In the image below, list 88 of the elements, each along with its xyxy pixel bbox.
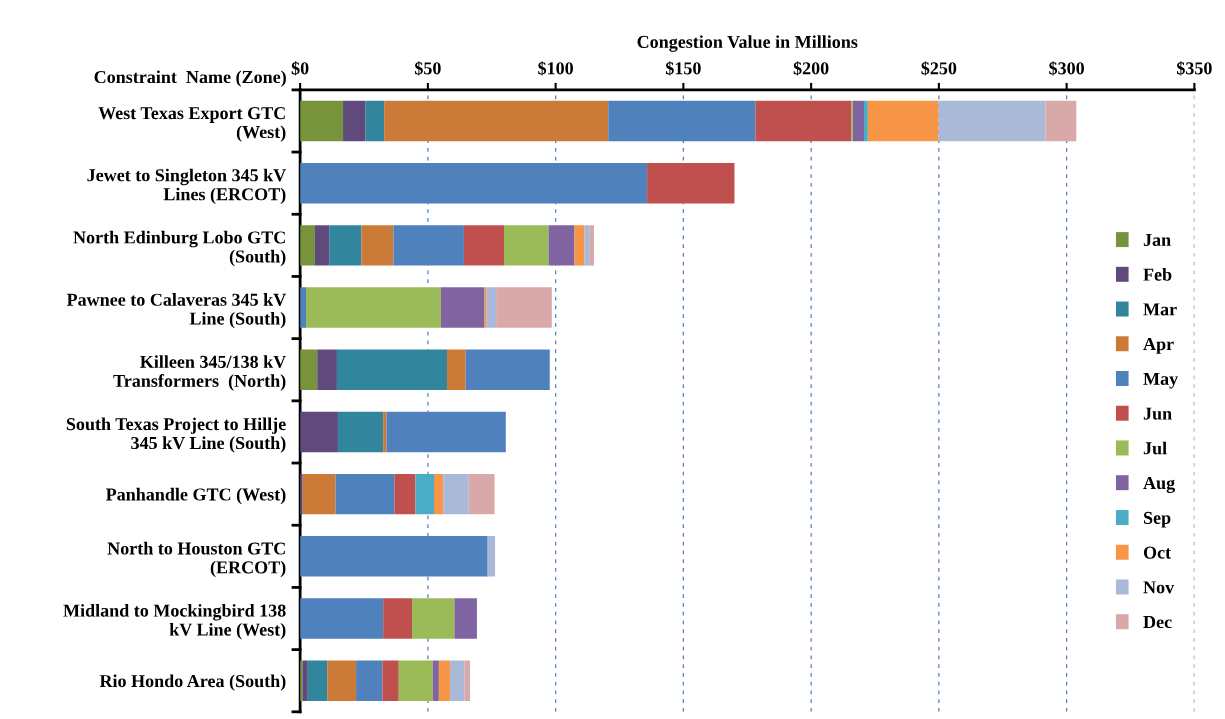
bar	[447, 349, 466, 390]
y-tick-label: Midland to Mockingbird 138 kV Line (West)	[63, 604, 286, 640]
bar	[867, 100, 939, 142]
legend-label: Mar	[1143, 303, 1177, 316]
bar	[329, 225, 362, 266]
x-tick-label: $300	[1049, 61, 1084, 76]
bar	[300, 100, 344, 142]
y-tick-label: North to Houston GTC (ERCOT)	[107, 541, 286, 578]
bar	[496, 287, 552, 328]
bar	[853, 100, 865, 142]
x-tick-label: $250	[921, 61, 957, 76]
legend-label: Oct	[1143, 546, 1172, 559]
bar	[383, 598, 413, 639]
bar	[432, 660, 439, 701]
bar	[398, 660, 433, 701]
y-tick-label: Pawnee to Calaveras 345 kV Line (South)	[66, 293, 287, 329]
bar	[484, 287, 487, 328]
legend-label: Dec	[1143, 616, 1172, 629]
x-axis-title: Congestion Value in Millions	[637, 35, 858, 52]
bar	[306, 287, 441, 328]
bar	[336, 349, 448, 390]
x-tick-label: $0	[291, 61, 309, 76]
legend-label: May	[1143, 372, 1178, 389]
x-tick-label: $350	[1176, 61, 1212, 76]
bar	[463, 225, 505, 266]
y-tick-label: Panhandle GTC (West)	[105, 487, 286, 505]
bar	[1045, 100, 1077, 142]
bar	[317, 349, 337, 390]
bar	[314, 225, 330, 266]
bar	[443, 473, 469, 515]
bar	[300, 349, 318, 390]
x-tick-label: $200	[793, 61, 829, 76]
bar	[465, 349, 550, 390]
bar	[343, 100, 366, 142]
y-tick-label: West Texas Export GTC (West)	[98, 107, 286, 142]
bar	[589, 225, 594, 266]
bar	[394, 473, 416, 515]
y-tick-label: Rio Hondo Area (South)	[99, 674, 286, 691]
x-tick-label: $50	[414, 61, 441, 76]
y-tick-label: Jewet to Singleton 345 kV Lines (ERCOT)	[87, 168, 287, 205]
y-tick-label: South Texas Project to Hillje 345 kV Line (South)	[66, 417, 286, 453]
bar	[300, 225, 315, 266]
bar	[337, 411, 384, 453]
bar	[864, 100, 868, 142]
bar	[302, 473, 336, 515]
legend-label: Feb	[1143, 268, 1172, 281]
bar	[464, 660, 471, 701]
bar	[454, 598, 477, 639]
bar	[434, 473, 444, 515]
y-tick-label: Killeen 345/138 kV Transformers (North)	[113, 355, 287, 391]
bar	[361, 225, 394, 266]
x-tick-label: $150	[665, 61, 701, 76]
bar	[755, 100, 852, 142]
bar	[307, 660, 328, 701]
bar	[468, 473, 495, 515]
bar	[327, 660, 357, 701]
bar	[302, 660, 308, 701]
bar	[412, 598, 455, 639]
legend-label: Jan	[1143, 234, 1171, 246]
y-axis-title: Constraint Name (Zone)	[94, 70, 286, 87]
bar	[382, 660, 399, 701]
bar	[548, 225, 575, 266]
legend-label: Nov	[1143, 581, 1175, 594]
y-tick-label: North Edinburg Lobo GTC (South)	[73, 230, 286, 267]
bar	[574, 225, 585, 266]
bar	[584, 225, 590, 266]
bar	[300, 598, 384, 639]
legend-label: Apr	[1143, 338, 1174, 354]
bar	[486, 287, 497, 328]
bar	[335, 473, 395, 515]
bar	[383, 411, 387, 453]
bar	[356, 660, 383, 701]
bar	[647, 162, 735, 204]
bar	[440, 287, 485, 328]
bar	[938, 100, 1046, 142]
x-tick-label: $100	[538, 61, 573, 76]
bar	[438, 660, 451, 701]
bar	[415, 473, 435, 515]
legend-label: Sep	[1143, 511, 1171, 528]
bar	[504, 225, 549, 266]
bar	[300, 411, 338, 453]
legend-label: Jul	[1143, 441, 1167, 455]
legend-label: Jun	[1143, 407, 1172, 420]
bar	[487, 536, 496, 577]
bar	[450, 660, 465, 701]
legend-label: Aug	[1143, 476, 1175, 493]
bar	[365, 100, 385, 142]
bar	[384, 100, 609, 142]
